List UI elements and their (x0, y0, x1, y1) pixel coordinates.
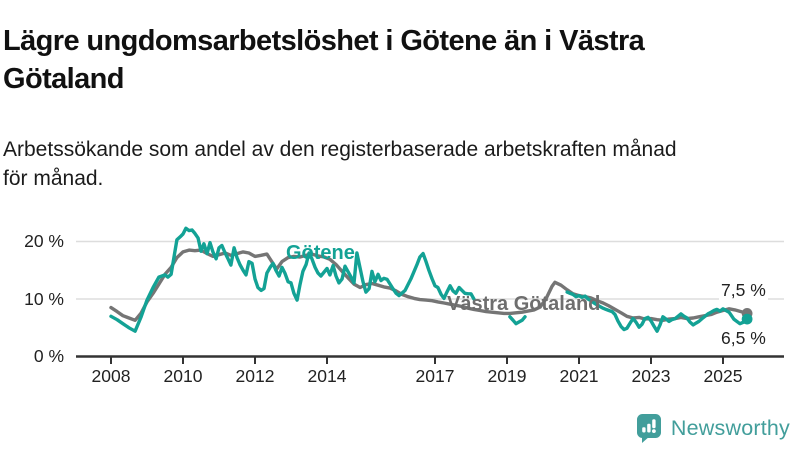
end-value-label-vastra-gotaland: 7,5 % (719, 280, 768, 300)
series-label-gotene: Götene (286, 242, 355, 264)
newsworthy-logo-icon (636, 414, 661, 443)
y-axis-label-20: 20 % (24, 231, 64, 251)
newsworthy-logo-text: Newsworthy (670, 416, 790, 440)
chart-subtitle: Arbetssökande som andel av den registerb… (3, 138, 677, 190)
series-line-0 (109, 248, 749, 322)
series-line-1 (109, 226, 476, 333)
x-axis-label-2025: 2025 (703, 366, 743, 386)
newsworthy-logo: Newsworthy (636, 413, 790, 444)
end-value-label-gotene: 6,5 % (719, 328, 768, 348)
series-line-1 (565, 290, 749, 333)
x-axis-label-2008: 2008 (91, 366, 131, 386)
x-axis-label-2012: 2012 (235, 366, 275, 386)
x-axis-label-2023: 2023 (631, 366, 671, 386)
y-axis-label-10: 10 % (24, 289, 64, 309)
series-end-dot-1 (741, 313, 753, 325)
series-label-vastra-gotaland: Västra Götaland (447, 293, 601, 315)
y-axis-label-0: 0 % (33, 346, 64, 366)
x-axis-label-2010: 2010 (163, 366, 203, 386)
page-title: Lägre ungdomsarbetslöshet i Götene än i … (3, 25, 645, 96)
x-axis-label-2019: 2019 (487, 366, 527, 386)
x-axis-label-2021: 2021 (559, 366, 599, 386)
series-line-1 (508, 315, 527, 326)
x-axis-label-2014: 2014 (307, 366, 347, 386)
x-axis-label-2017: 2017 (415, 366, 455, 386)
